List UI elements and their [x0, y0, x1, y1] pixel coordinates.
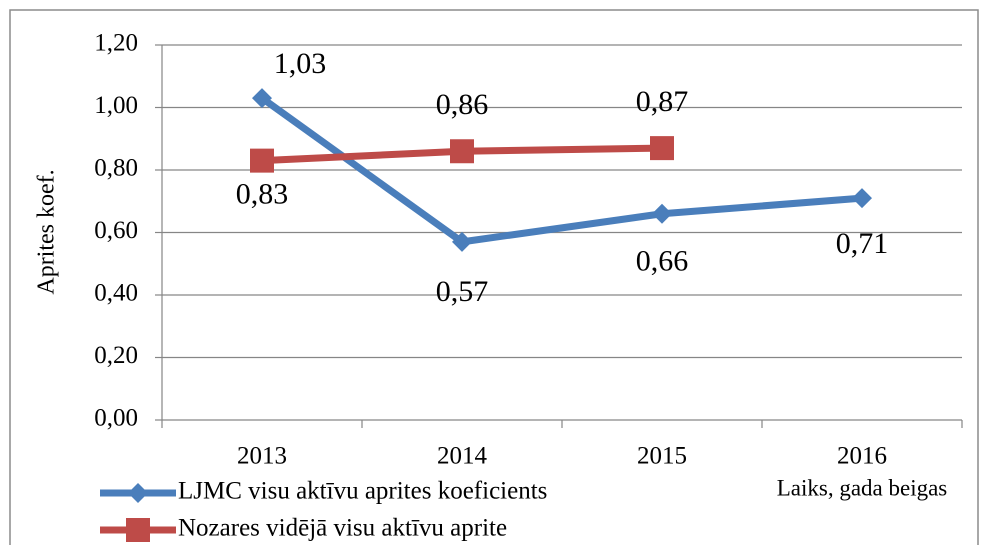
y-tick-label: 0,80: [94, 155, 138, 182]
y-axis-label: Aprites koef.: [34, 169, 60, 294]
data-label: 0,71: [836, 227, 889, 260]
x-tick-label: 2015: [637, 443, 687, 470]
x-axis-label: Laiks, gada beigas: [777, 475, 948, 500]
point: [452, 231, 472, 252]
point: [126, 518, 150, 542]
x-tick-label: 2013: [237, 443, 287, 470]
data-label: 1,03: [274, 47, 327, 80]
data-label: 0,57: [436, 275, 489, 308]
series-line: [259, 95, 863, 246]
point: [852, 188, 872, 209]
y-tick-label: 1,00: [94, 92, 138, 119]
y-tick-label: 0,40: [94, 280, 138, 307]
point: [250, 148, 274, 173]
y-tick-label: 1,20: [94, 30, 138, 57]
point: [652, 203, 672, 224]
y-tick-label: 0,60: [94, 217, 138, 244]
chart-border: [9, 9, 979, 545]
data-label: 0,66: [636, 245, 689, 278]
point: [252, 88, 272, 109]
y-tick-label: 0,20: [94, 342, 138, 369]
point: [128, 483, 148, 503]
x-tick-label: 2014: [437, 443, 488, 470]
legend-label: Nozares vidējā visu aktīvu aprite: [178, 515, 507, 542]
data-label: 0,87: [636, 85, 689, 118]
data-label: 0,83: [236, 178, 289, 211]
point: [450, 139, 474, 164]
legend-label: LJMC visu aktīvu aprites koeficients: [178, 478, 547, 505]
x-tick-label: 2016: [837, 443, 887, 470]
point: [650, 136, 674, 161]
y-tick-label: 0,00: [94, 405, 138, 432]
data-label: 0,86: [436, 88, 489, 121]
